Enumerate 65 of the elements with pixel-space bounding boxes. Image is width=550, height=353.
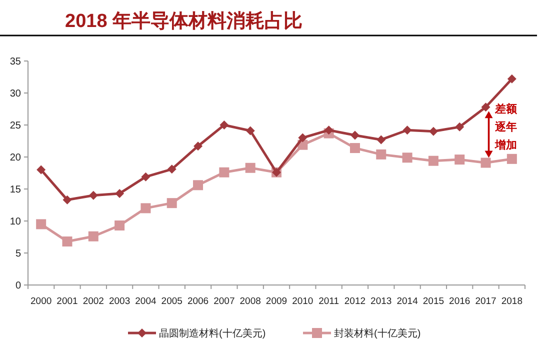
x-tick-label: 2018 (501, 296, 522, 307)
chart-title: 2018 年半导体材料消耗占比 (65, 10, 303, 32)
point (219, 167, 230, 178)
point (62, 236, 72, 246)
point (88, 231, 98, 242)
x-tick-label: 2007 (214, 296, 235, 307)
x-tick-label: 2000 (30, 296, 52, 307)
point (193, 180, 204, 190)
point (376, 149, 386, 160)
x-tick-label: 2008 (240, 296, 261, 307)
x-tick-label: 2010 (292, 296, 314, 307)
x-tick-label: 2004 (135, 296, 156, 307)
y-tick-label: 15 (10, 184, 22, 196)
point (115, 188, 124, 198)
x-tick-label: 2011 (318, 296, 340, 307)
point (88, 190, 98, 200)
x-tick-label: 2003 (108, 296, 130, 307)
x-tick-label: 2014 (396, 296, 418, 307)
x-tick-label: 2013 (370, 296, 392, 307)
x-tick-label: 2006 (187, 296, 209, 307)
point (428, 156, 438, 166)
x-tick-label: 2015 (422, 296, 444, 307)
annotation: 差额逐年增加 (494, 102, 518, 152)
point (166, 198, 177, 208)
x-tick-label: 2002 (82, 296, 104, 307)
point (402, 152, 412, 163)
point (36, 219, 46, 230)
y-tick-label: 35 (10, 56, 22, 68)
point (506, 154, 517, 164)
point (141, 172, 150, 182)
point (507, 74, 516, 84)
y-tick-label: 20 (10, 152, 22, 164)
point (350, 130, 360, 140)
point (324, 126, 334, 135)
x-tick-label: 2005 (161, 296, 182, 307)
point (481, 102, 490, 112)
point (455, 122, 464, 132)
point (140, 203, 151, 214)
y-tick-label: 30 (10, 88, 22, 100)
legend-label: 晶圆制造材料(十亿美元) (159, 328, 266, 340)
point (114, 220, 125, 230)
y-tick-label: 10 (10, 216, 22, 228)
point (454, 154, 465, 165)
point (350, 143, 360, 154)
point (428, 126, 438, 136)
point (245, 162, 256, 173)
point (402, 126, 412, 135)
x-tick-label: 2012 (344, 296, 366, 307)
point (36, 165, 46, 174)
point (62, 195, 72, 204)
point (246, 126, 255, 136)
point (167, 164, 176, 174)
legend-label: 封装材料(十亿美元) (334, 328, 421, 340)
x-tick-label: 2016 (449, 296, 470, 307)
x-tick-label: 2017 (475, 296, 496, 307)
y-tick-label: 0 (15, 280, 22, 292)
point (376, 135, 386, 144)
point (298, 133, 308, 142)
y-tick-label: 5 (15, 248, 22, 260)
y-tick-label: 25 (10, 120, 22, 132)
x-tick-label: 2001 (56, 296, 78, 307)
point (480, 158, 491, 168)
point (194, 142, 203, 151)
x-tick-label: 2009 (266, 296, 288, 307)
point (220, 120, 229, 130)
